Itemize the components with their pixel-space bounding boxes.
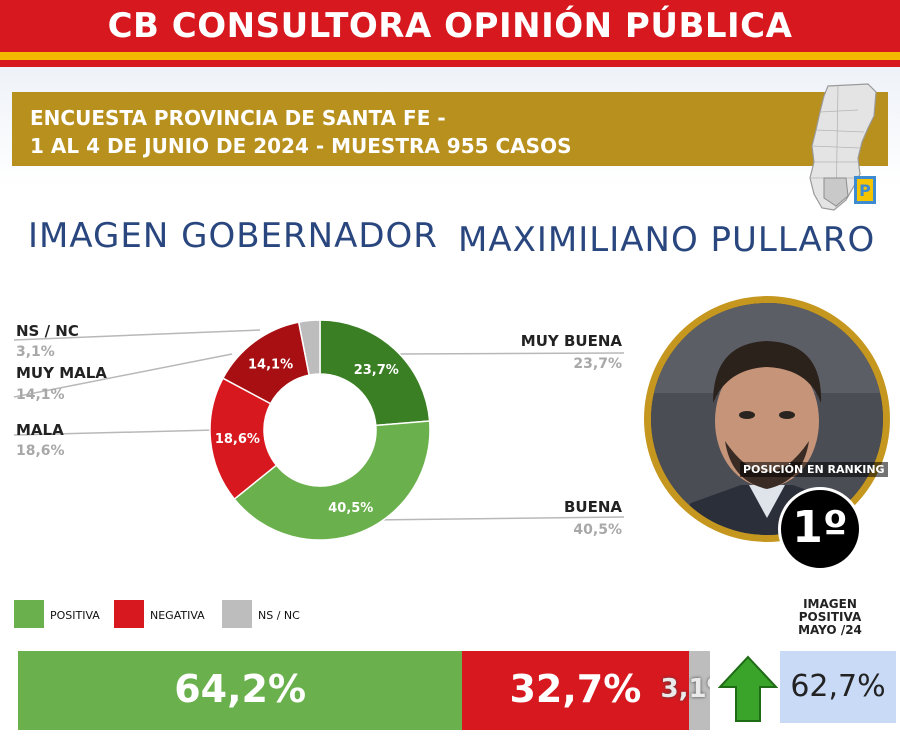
donut-slice-muy-buena (319, 319, 431, 427)
leader-line-muymala (13, 353, 233, 398)
legend-label-positiva: POSITIVA (50, 609, 100, 622)
label-nsnc: NS / NC (16, 322, 79, 340)
label-muymala: MUY MALA (16, 364, 107, 382)
donut-slice-ns-nc (297, 319, 321, 376)
leader-line-buena (369, 516, 625, 521)
leader-lines (13, 329, 625, 521)
governor-photo (651, 303, 883, 535)
up-arrow-icon (718, 655, 778, 722)
stacked-bar-positiva (18, 651, 463, 730)
value-mala: 18,6% (16, 443, 65, 459)
label-muybuena: MUY BUENA (520, 332, 622, 350)
stacked-bar-negativa (462, 651, 689, 730)
legend-swatch-negativa (114, 600, 144, 628)
value-muybuena: 23,7% (573, 356, 622, 372)
santa-fe-map-icon: P (809, 83, 877, 211)
leader-line-muybuena (399, 352, 625, 355)
survey-line-2: 1 AL 4 DE JUNIO DE 2024 - MUESTRA 955 CA… (30, 134, 572, 158)
legend-label-nsnc: NS / NC (258, 609, 300, 622)
donut-value-label: 14,1% (248, 357, 293, 372)
legend-label-negativa: NEGATIVA (150, 609, 205, 622)
previous-heading-line-2: POSITIVA (798, 610, 862, 624)
header-stripe-yellow (0, 52, 900, 60)
donut-value-label: 18,6% (215, 432, 260, 447)
legend-swatch-positiva (14, 600, 44, 628)
donut-value-label: 40,5% (328, 501, 373, 516)
stacked-bar-value-label: 3,1% (660, 674, 710, 704)
value-nsnc: 3,1% (16, 344, 55, 360)
ranking-label: POSICIÓN EN RANKING (740, 462, 888, 477)
previous-heading-line-3: MAYO /24 (798, 623, 862, 637)
survey-banner (12, 92, 888, 166)
stacked-bar-value-label: 64,2% (174, 667, 307, 711)
donut-chart: 23,7% 40,5% 18,6% 14,1% (209, 319, 431, 541)
label-mala: MALA (16, 421, 64, 439)
donut-value-label: 23,7% (354, 363, 399, 378)
header-brand: CB CONSULTORA OPINIÓN PÚBLICA (0, 0, 900, 52)
legend-swatch-nsnc (222, 600, 252, 628)
previous-heading-line-1: IMAGEN (803, 597, 857, 611)
value-buena: 40,5% (573, 522, 622, 538)
value-muymala: 14,1% (16, 387, 65, 403)
portrait-frame (644, 296, 890, 542)
governor-name: MAXIMILIANO PULLARO (458, 220, 876, 260)
survey-line-1: ENCUESTA PROVINCIA DE SANTA FE - (30, 106, 446, 130)
leader-line-nsnc (13, 329, 261, 341)
chart-title: IMAGEN GOBERNADOR (28, 216, 438, 256)
previous-image-value: 62,7% (780, 651, 896, 723)
ranking-badge: 1º (778, 487, 862, 571)
label-buena: BUENA (563, 498, 622, 516)
previous-image-heading: IMAGEN POSITIVA MAYO /24 (782, 598, 878, 637)
stacked-bar-ns-nc (688, 651, 710, 730)
person-silhouette-icon (651, 303, 883, 535)
map-badge-text: P (859, 181, 871, 200)
leader-line-mala (13, 429, 216, 436)
stacked-bar-value-label: 32,7% (509, 667, 642, 711)
donut-slice-buena (233, 420, 431, 541)
header-stripe-red (0, 60, 900, 67)
